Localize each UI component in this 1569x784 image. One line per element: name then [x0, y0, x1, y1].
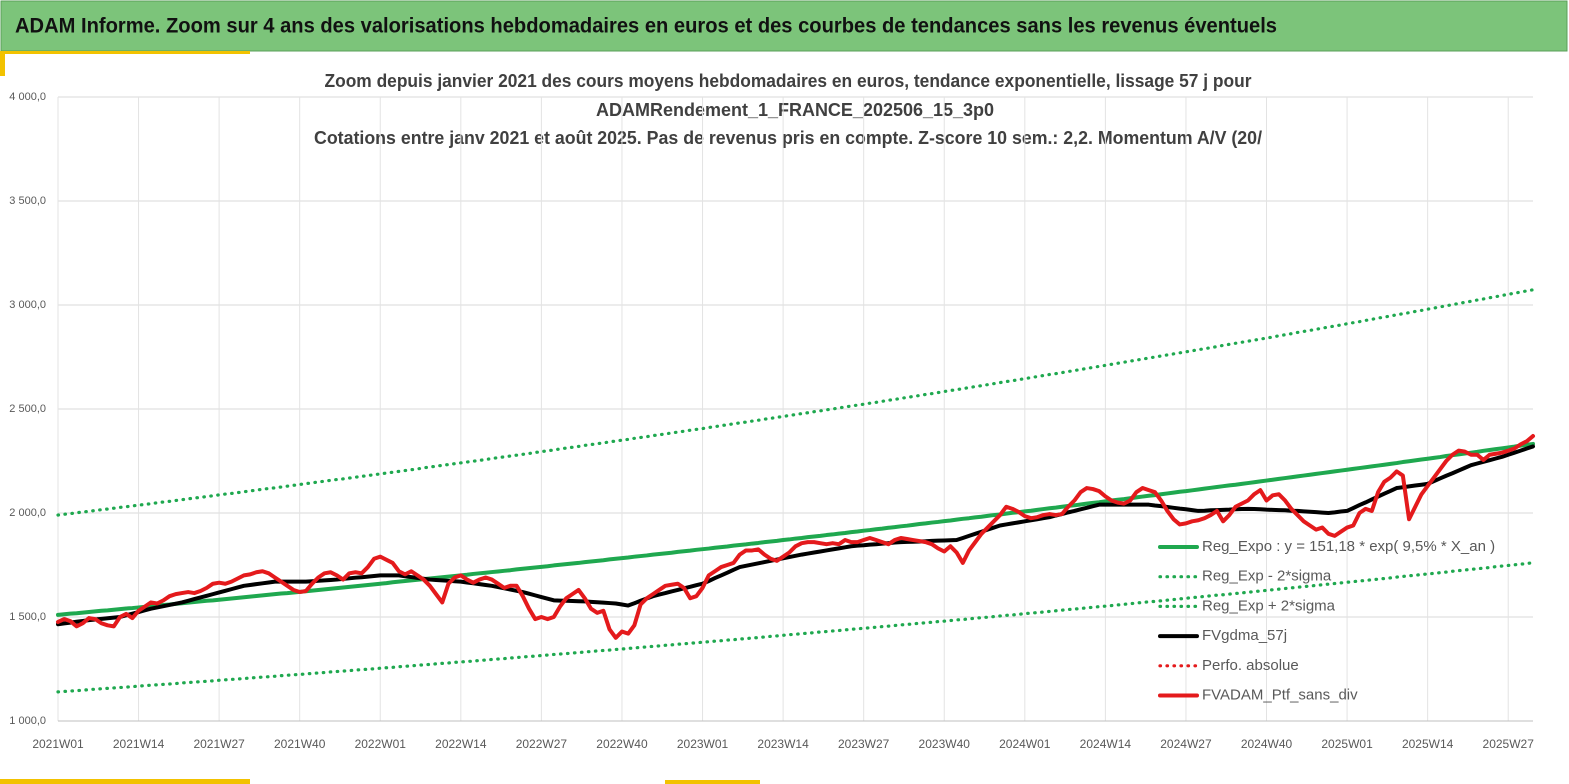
chart-title: ADAMRendement_1_FRANCE_202506_15_3p0	[596, 100, 994, 120]
x-tick-label: 2021W14	[113, 737, 165, 751]
x-tick-label: 2024W40	[1241, 737, 1293, 751]
x-tick-label: 2022W14	[435, 737, 487, 751]
plot	[56, 288, 1535, 694]
y-tick-label: 1 500,0	[9, 611, 46, 623]
x-tick-label: 2023W14	[757, 737, 809, 751]
footer-accent	[665, 780, 760, 784]
y-tick-label: 2 000,0	[9, 507, 46, 519]
x-tick-label: 2021W27	[193, 737, 245, 751]
header-accent	[0, 54, 5, 76]
legend-label: FVgdma_57j	[1202, 627, 1287, 644]
series-line	[56, 434, 1535, 640]
header-title: ADAM Informe. Zoom sur 4 ans des valoris…	[15, 15, 1277, 38]
header-bar	[0, 0, 1568, 52]
x-tick-label: 2023W40	[919, 737, 971, 751]
legend-label: FVADAM_Ptf_sans_div	[1202, 686, 1358, 703]
x-tick-label: 2023W01	[677, 737, 729, 751]
x-tick-label: 2024W27	[1160, 737, 1212, 751]
x-tick-label: 2024W01	[999, 737, 1051, 751]
legend-label: Reg_Exp - 2*sigma	[1202, 568, 1332, 585]
footer-accent	[0, 779, 250, 784]
series-line	[56, 444, 1535, 627]
chart-title: Zoom depuis janvier 2021 des cours moyen…	[325, 71, 1252, 91]
legend-label: Reg_Expo : y = 151,18 * exp( 9,5% * X_an…	[1202, 538, 1495, 555]
chart-title: Cotations entre janv 2021 et août 2025. …	[314, 128, 1262, 148]
y-tick-label: 2 500,0	[9, 403, 46, 415]
x-tick-label: 2025W27	[1483, 737, 1535, 751]
x-tick-label: 2025W01	[1321, 737, 1373, 751]
grid: 1 000,0 1 500,0 2 000,0 2 500,0 3 000,0 3 500…	[9, 91, 1534, 751]
y-tick-label: 3 500,0	[9, 195, 46, 207]
legend: Reg_Expo : y = 151,18 * exp( 9,5% * X_an…	[1158, 538, 1495, 703]
x-tick-label: 2023W27	[838, 737, 890, 751]
x-tick-label: 2021W40	[274, 737, 326, 751]
x-tick-label: 2022W01	[355, 737, 407, 751]
y-tick-label: 3 000,0	[9, 299, 46, 311]
header-accent	[0, 51, 250, 54]
series-line	[56, 561, 1535, 694]
x-tick-label: 2022W27	[516, 737, 568, 751]
y-tick-label: 4 000,0	[9, 91, 46, 103]
x-tick-label: 2025W14	[1402, 737, 1454, 751]
x-tick-label: 2022W40	[596, 737, 648, 751]
x-tick-label: 2024W14	[1080, 737, 1132, 751]
x-tick-label: 2021W01	[32, 737, 84, 751]
legend-label: Perfo. absolue	[1202, 657, 1299, 674]
y-tick-label: 1 000,0	[9, 715, 46, 727]
legend-label: Reg_Exp + 2*sigma	[1202, 597, 1336, 614]
